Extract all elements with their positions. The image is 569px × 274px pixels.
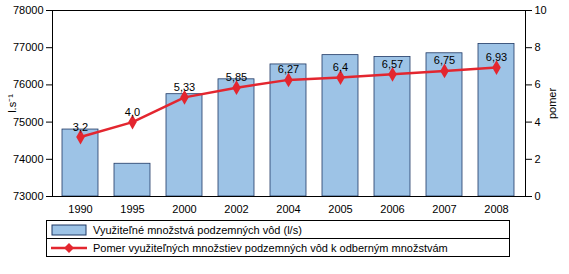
svg-text:4: 4 — [535, 116, 541, 128]
svg-text:2002: 2002 — [224, 203, 248, 215]
svg-text:l.s⁻¹: l.s⁻¹ — [6, 94, 18, 113]
svg-text:6,75: 6,75 — [434, 54, 455, 66]
svg-text:2: 2 — [535, 153, 541, 165]
svg-text:1995: 1995 — [120, 203, 144, 215]
svg-text:75000: 75000 — [13, 116, 44, 128]
svg-text:2005: 2005 — [328, 203, 352, 215]
svg-text:6,4: 6,4 — [333, 61, 348, 73]
svg-text:2004: 2004 — [276, 203, 300, 215]
svg-text:2000: 2000 — [172, 203, 196, 215]
svg-text:10: 10 — [535, 4, 547, 16]
svg-text:1990: 1990 — [68, 203, 92, 215]
svg-text:5,85: 5,85 — [226, 71, 247, 83]
svg-text:6,27: 6,27 — [278, 63, 299, 75]
svg-text:5,33: 5,33 — [174, 81, 195, 93]
svg-text:2006: 2006 — [380, 203, 404, 215]
svg-text:2007: 2007 — [432, 203, 456, 215]
svg-text:6,93: 6,93 — [486, 51, 507, 63]
svg-text:74000: 74000 — [13, 153, 44, 165]
svg-text:6: 6 — [535, 78, 541, 90]
svg-text:76000: 76000 — [13, 78, 44, 90]
svg-text:2008: 2008 — [484, 203, 508, 215]
svg-text:3,2: 3,2 — [73, 121, 88, 133]
html-text:Využiteľné množstvá podzemných: Využiteľné množstvá podzemných vôd (l/s) — [93, 223, 302, 236]
svg-text:6,57: 6,57 — [382, 58, 403, 70]
svg-text:77000: 77000 — [13, 41, 44, 53]
svg-text:0: 0 — [535, 190, 541, 202]
html-text:Pomer využiteľných množstiev p: Pomer využiteľných množstiev podzemných … — [93, 241, 448, 254]
svg-text:8: 8 — [535, 41, 541, 53]
svg-text:73000: 73000 — [13, 190, 44, 202]
svg-text:4,0: 4,0 — [125, 106, 140, 118]
svg-text:78000: 78000 — [13, 4, 44, 16]
svg-text:pomer: pomer — [546, 88, 558, 120]
